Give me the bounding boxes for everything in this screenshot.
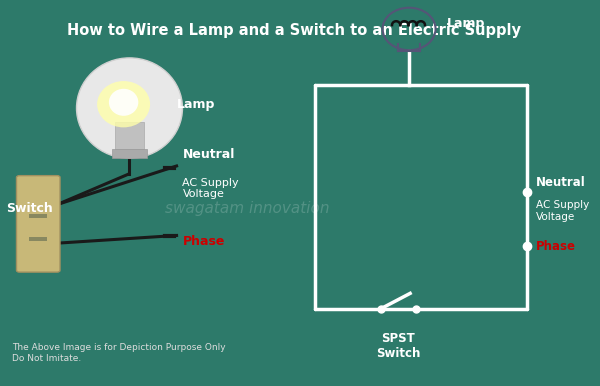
Text: Lamp: Lamp	[448, 17, 486, 30]
Text: SPST
Switch: SPST Switch	[376, 332, 421, 360]
Text: AC Supply
Voltage: AC Supply Voltage	[182, 178, 239, 199]
Text: Phase: Phase	[536, 240, 575, 252]
Bar	[115, 122, 144, 149]
Bar	[112, 149, 147, 158]
Ellipse shape	[109, 89, 139, 116]
Text: Lamp: Lamp	[176, 98, 215, 111]
Text: The Above Image is for Depiction Purpose Only
Do Not Imitate.: The Above Image is for Depiction Purpose…	[12, 344, 226, 363]
Text: Switch: Switch	[6, 202, 53, 215]
FancyBboxPatch shape	[16, 176, 60, 272]
Ellipse shape	[77, 58, 182, 158]
Bar	[29, 214, 47, 218]
Text: swagatam innovation: swagatam innovation	[165, 201, 329, 216]
Text: Phase: Phase	[182, 235, 225, 248]
Text: How to Wire a Lamp and a Switch to an Electric Supply: How to Wire a Lamp and a Switch to an El…	[67, 23, 521, 38]
Bar	[29, 237, 47, 241]
Ellipse shape	[97, 81, 150, 127]
Text: AC Supply
Voltage: AC Supply Voltage	[536, 200, 589, 222]
Text: Neutral: Neutral	[182, 148, 235, 161]
Text: Neutral: Neutral	[536, 176, 586, 189]
